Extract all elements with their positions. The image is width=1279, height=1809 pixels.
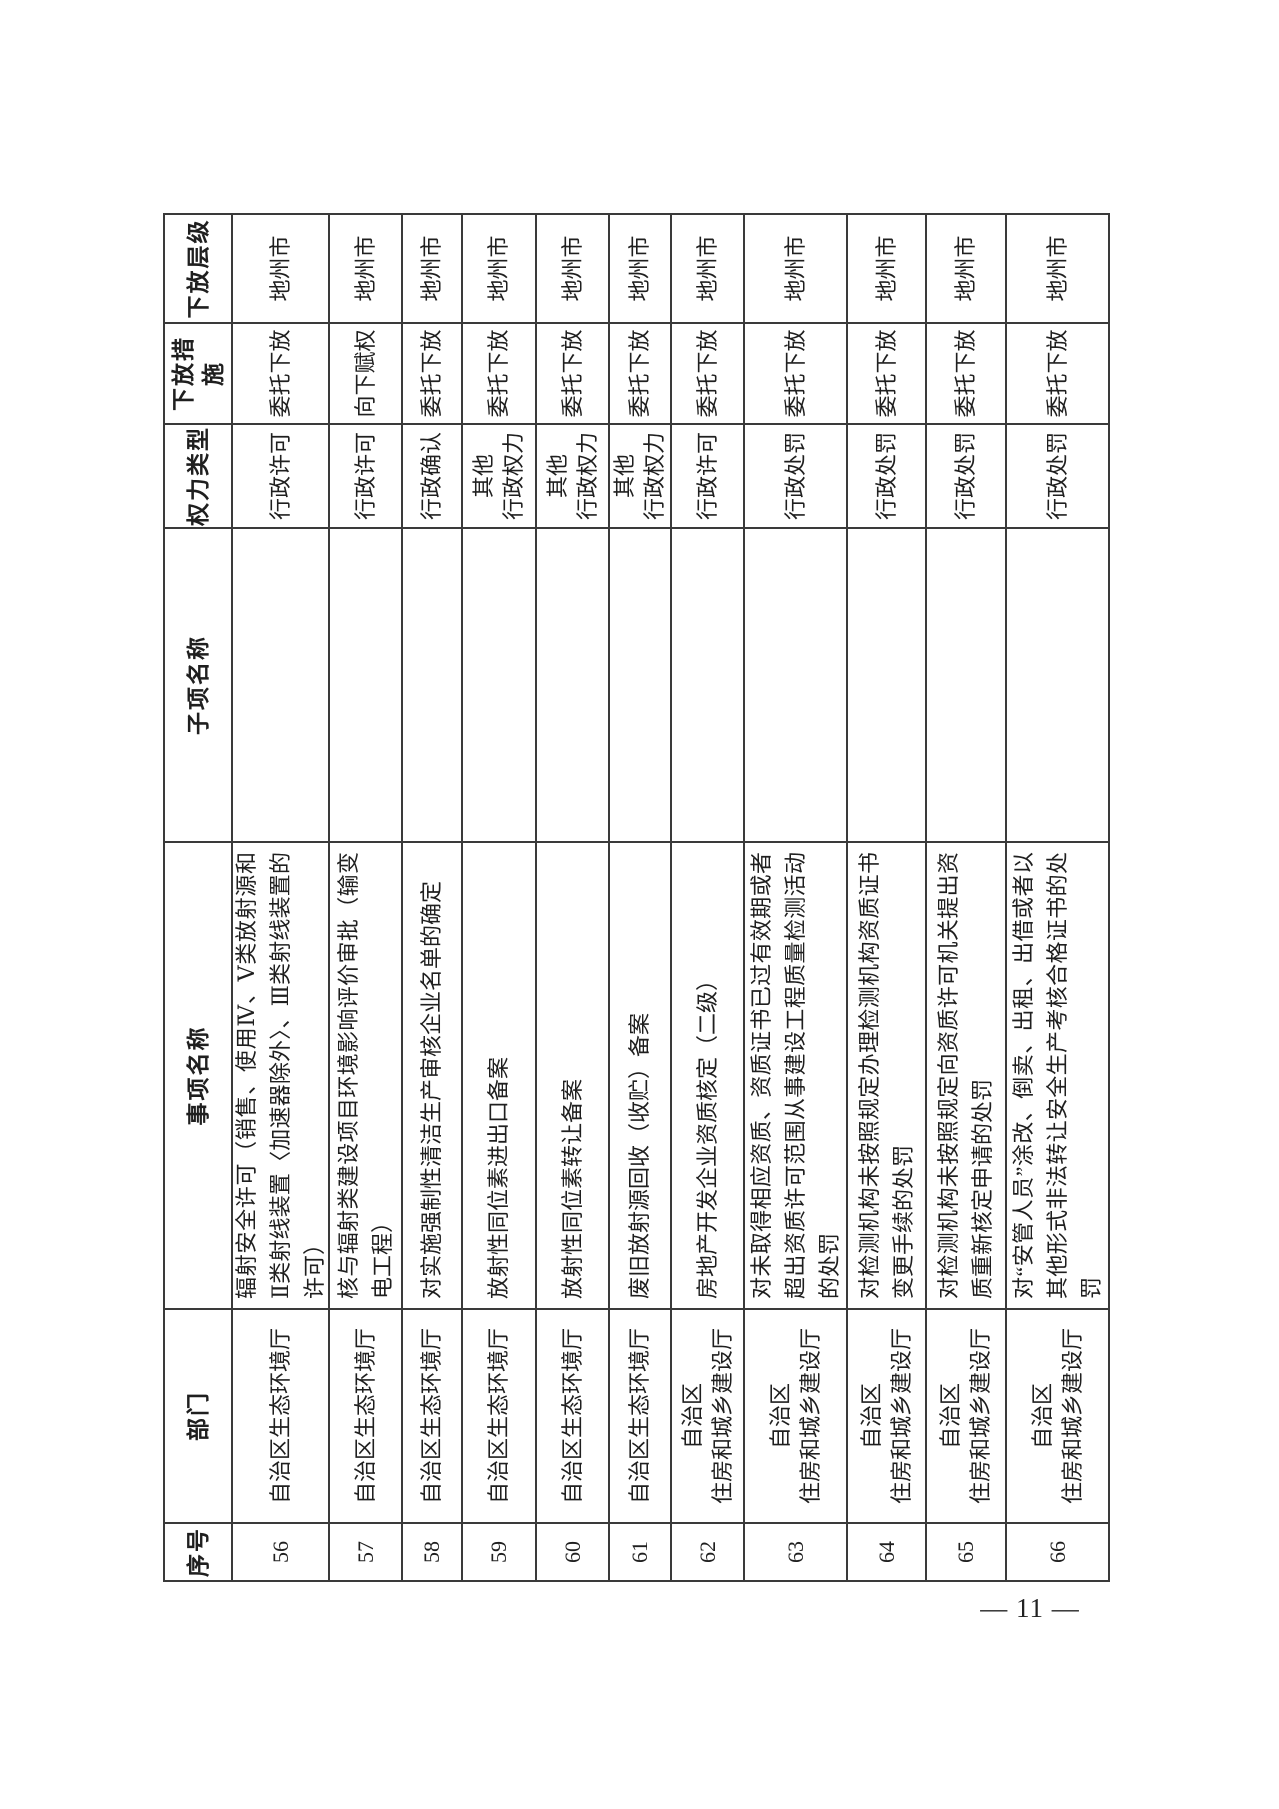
header-cell-dept: 部门 <box>165 1308 233 1522</box>
cell-seq: 61 <box>610 1522 672 1580</box>
cell-power_type: 其他 行政权力 <box>463 423 537 527</box>
cell-measure: 委托下放 <box>233 322 330 423</box>
cell-level: 地州市 <box>233 215 330 322</box>
cell-subitem <box>233 527 330 841</box>
cell-power_type: 行政处罚 <box>1007 423 1108 527</box>
cell-level: 地州市 <box>403 215 463 322</box>
cell-seq: 64 <box>848 1522 927 1580</box>
header-cell-item: 事项名称 <box>165 841 233 1308</box>
cell-seq: 62 <box>672 1522 745 1580</box>
header-cell-measure: 下放措施 <box>165 322 233 423</box>
cell-item: 废旧放射源回收（收贮）备案 <box>610 841 672 1308</box>
cell-item: 房地产开发企业资质核定（二级） <box>672 841 745 1308</box>
cell-dept: 自治区 住房和城乡建设厅 <box>745 1308 848 1522</box>
cell-seq: 57 <box>330 1522 403 1580</box>
header-cell-seq: 序号 <box>165 1522 233 1580</box>
cell-item: 放射性同位素进出口备案 <box>463 841 537 1308</box>
cell-seq: 63 <box>745 1522 848 1580</box>
cell-dept: 自治区生态环境厅 <box>330 1308 403 1522</box>
cell-level: 地州市 <box>330 215 403 322</box>
cell-power_type: 其他 行政权力 <box>610 423 672 527</box>
cell-seq: 66 <box>1007 1522 1108 1580</box>
cell-item: 核与辐射类建设项目环境影响评价审批（输变电工程） <box>330 841 403 1308</box>
cell-item: 对实施强制性清洁生产审核企业名单的确定 <box>403 841 463 1308</box>
cell-subitem <box>537 527 610 841</box>
cell-level: 地州市 <box>848 215 927 322</box>
delegation-table-rotated: 序号 部门 事项名称 子项名称 权力类型 下放措施 下放层级 56 自治区生态环境厅 辐射安全许可… <box>163 213 1110 1582</box>
header-cell-subitem: 子项名称 <box>165 527 233 841</box>
cell-subitem <box>1007 527 1108 841</box>
cell-measure: 委托下放 <box>537 322 610 423</box>
cell-dept: 自治区生态环境厅 <box>403 1308 463 1522</box>
cell-dept: 自治区生态环境厅 <box>610 1308 672 1522</box>
cell-measure: 委托下放 <box>672 322 745 423</box>
cell-power_type: 行政确认 <box>403 423 463 527</box>
cell-power_type: 行政处罚 <box>848 423 927 527</box>
cell-seq: 60 <box>537 1522 610 1580</box>
cell-level: 地州市 <box>672 215 745 322</box>
cell-seq: 65 <box>927 1522 1007 1580</box>
page-number: — 11 — <box>980 1593 1080 1623</box>
cell-item: 对“安管人员”涂改、倒卖、出租、出借或者以其他形式非法转让安全生产考核合格证书的… <box>1007 841 1108 1308</box>
cell-item: 辐射安全许可（销售、使用Ⅳ、Ⅴ类放射源和Ⅱ类射线装置〈加速器除外〉、Ⅲ类射线装置… <box>233 841 330 1308</box>
cell-item: 对检测机构未按照规定向资质许可机关提出资质重新核定申请的处罚 <box>927 841 1007 1308</box>
cell-subitem <box>745 527 848 841</box>
cell-power_type: 行政许可 <box>672 423 745 527</box>
cell-item: 放射性同位素转让备案 <box>537 841 610 1308</box>
cell-power_type: 行政处罚 <box>927 423 1007 527</box>
cell-subitem <box>848 527 927 841</box>
cell-dept: 自治区生态环境厅 <box>537 1308 610 1522</box>
cell-measure: 委托下放 <box>403 322 463 423</box>
cell-subitem <box>927 527 1007 841</box>
cell-item: 对检测机构未按照规定办理检测机构资质证书变更手续的处罚 <box>848 841 927 1308</box>
cell-dept: 自治区 住房和城乡建设厅 <box>848 1308 927 1522</box>
cell-subitem <box>610 527 672 841</box>
cell-subitem <box>330 527 403 841</box>
cell-dept: 自治区 住房和城乡建设厅 <box>672 1308 745 1522</box>
cell-measure: 委托下放 <box>927 322 1007 423</box>
cell-dept: 自治区生态环境厅 <box>463 1308 537 1522</box>
cell-dept: 自治区生态环境厅 <box>233 1308 330 1522</box>
cell-power_type: 其他 行政权力 <box>537 423 610 527</box>
cell-level: 地州市 <box>463 215 537 322</box>
cell-measure: 委托下放 <box>463 322 537 423</box>
cell-measure: 向下赋权 <box>330 322 403 423</box>
cell-power_type: 行政许可 <box>330 423 403 527</box>
cell-dept: 自治区 住房和城乡建设厅 <box>927 1308 1007 1522</box>
cell-measure: 委托下放 <box>745 322 848 423</box>
cell-measure: 委托下放 <box>1007 322 1108 423</box>
cell-level: 地州市 <box>610 215 672 322</box>
delegation-table: 序号 部门 事项名称 子项名称 权力类型 下放措施 下放层级 56 自治区生态环境厅 辐射安全许可… <box>165 215 1108 1580</box>
cell-seq: 58 <box>403 1522 463 1580</box>
cell-measure: 委托下放 <box>848 322 927 423</box>
cell-power_type: 行政许可 <box>233 423 330 527</box>
cell-subitem <box>672 527 745 841</box>
cell-dept: 自治区 住房和城乡建设厅 <box>1007 1308 1108 1522</box>
cell-power_type: 行政处罚 <box>745 423 848 527</box>
cell-subitem <box>463 527 537 841</box>
cell-level: 地州市 <box>745 215 848 322</box>
cell-level: 地州市 <box>537 215 610 322</box>
cell-level: 地州市 <box>1044 235 1070 302</box>
cell-subitem <box>403 527 463 841</box>
cell-seq: 56 <box>233 1522 330 1580</box>
cell-seq: 59 <box>463 1522 537 1580</box>
cell-level: 地州市 <box>927 215 1007 322</box>
header-cell-level: 下放层级 <box>165 215 233 322</box>
cell-item: 对未取得相应资质、资质证书已过有效期或者超出资质许可范围从事建设工程质量检测活动… <box>745 841 848 1308</box>
cell-measure: 委托下放 <box>610 322 672 423</box>
header-cell-power_type: 权力类型 <box>165 423 233 527</box>
